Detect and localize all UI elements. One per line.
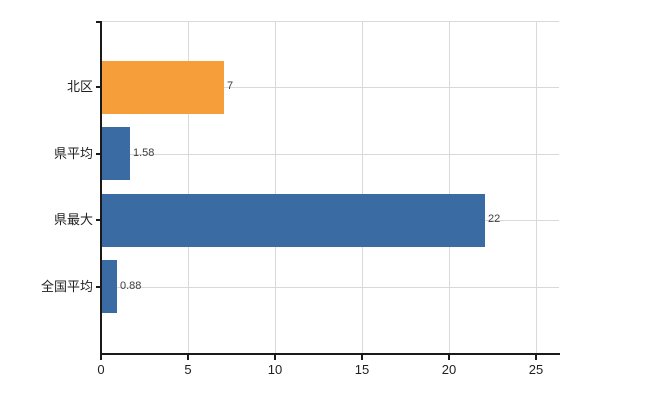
bar-value-label: 0.88 xyxy=(120,280,142,292)
x-axis-tick xyxy=(274,355,276,360)
y-axis-tick xyxy=(96,21,101,23)
x-axis-tick xyxy=(100,355,102,360)
y-axis-tick xyxy=(96,86,101,88)
gridline-vertical xyxy=(188,21,190,353)
bar-value-label: 7 xyxy=(227,80,234,92)
bar-県最大 xyxy=(102,194,485,247)
gridline-horizontal xyxy=(101,87,559,88)
bar-value-label: 1.58 xyxy=(133,147,155,159)
gridline-vertical xyxy=(449,21,451,353)
x-axis-tick xyxy=(361,355,363,360)
gridline-horizontal xyxy=(101,154,559,155)
x-tick-label: 25 xyxy=(528,362,544,377)
x-axis-tick xyxy=(448,355,450,360)
category-label: 県平均 xyxy=(53,146,93,161)
category-label: 全国平均 xyxy=(40,279,93,294)
gridline-vertical xyxy=(275,21,277,353)
y-axis-line xyxy=(100,21,102,354)
bar-北区 xyxy=(102,61,224,114)
gridline-vertical xyxy=(536,21,538,353)
x-tick-label: 10 xyxy=(267,362,283,377)
x-tick-label: 5 xyxy=(184,362,192,377)
bar-value-label: 22 xyxy=(488,213,501,225)
gridline-horizontal xyxy=(101,21,559,22)
bar-県平均 xyxy=(102,127,130,180)
x-axis-tick xyxy=(535,355,537,360)
gridline-vertical xyxy=(362,21,364,353)
y-axis-tick xyxy=(96,219,101,221)
y-axis-tick xyxy=(96,286,101,288)
bar-全国平均 xyxy=(102,260,117,313)
x-tick-label: 20 xyxy=(441,362,457,377)
gridline-horizontal xyxy=(101,287,559,288)
y-axis-tick xyxy=(96,153,101,155)
x-tick-label: 0 xyxy=(97,362,105,377)
category-label: 県最大 xyxy=(53,212,93,227)
x-axis-tick xyxy=(187,355,189,360)
category-label: 北区 xyxy=(66,79,93,94)
x-tick-label: 15 xyxy=(354,362,370,377)
x-axis-line xyxy=(100,353,560,355)
